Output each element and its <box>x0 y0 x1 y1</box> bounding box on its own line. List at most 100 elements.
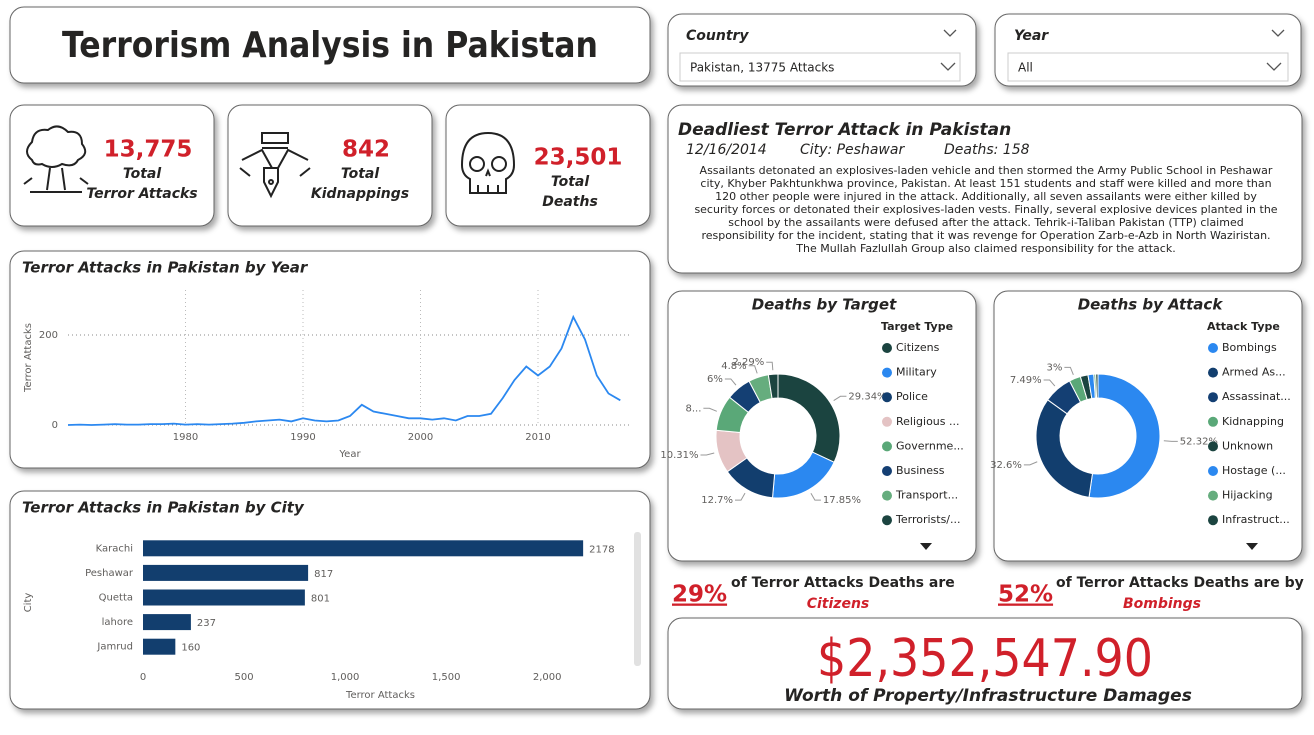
value-label: 7.49% <box>1010 375 1042 386</box>
value-label: 817 <box>314 569 333 580</box>
legend-marker <box>882 367 892 378</box>
legend-marker <box>1208 343 1218 353</box>
leader-line <box>1064 366 1074 375</box>
kpi-label: Deaths <box>542 194 598 210</box>
legend-label: Military <box>896 366 937 379</box>
x-axis-label: Terror Attacks <box>345 690 415 701</box>
highlight-pct: 52% <box>998 582 1053 608</box>
title-panel <box>9 6 651 84</box>
value-label: 2.29% <box>732 357 764 368</box>
legend-marker <box>882 515 892 526</box>
kpi-label: Total <box>341 166 380 182</box>
value-label: 17.85% <box>823 495 861 506</box>
legend-label: Bombings <box>1222 341 1277 354</box>
slice <box>1095 373 1099 399</box>
highlight-target: Bombings <box>1123 596 1201 612</box>
value-label: 2178 <box>589 544 614 555</box>
legend-marker <box>882 441 892 452</box>
legend-marker <box>1208 441 1218 452</box>
legend-label: Unknown <box>1222 439 1273 452</box>
chart-title: Deaths by Attack <box>1078 296 1224 314</box>
damage-panel <box>667 617 1303 710</box>
chart-title: Terror Attacks in Pakistan by City <box>22 499 305 517</box>
highlight-text: of Terror Attacks Deaths are by <box>1056 575 1304 591</box>
leader-line <box>833 395 847 401</box>
kpi-label: Total <box>123 166 162 182</box>
value-label: 52.32% <box>1180 436 1218 447</box>
slicer-label: Year <box>1014 28 1049 44</box>
legend-marker <box>1208 416 1218 427</box>
legend-marker <box>882 490 892 501</box>
legend-marker <box>1208 466 1218 476</box>
legend-marker <box>882 392 892 403</box>
kpi-label: Total <box>551 174 590 190</box>
value-label: 8... <box>685 403 701 414</box>
bar <box>143 540 584 557</box>
bar <box>143 589 305 606</box>
legend-label: Infrastruct... <box>1222 513 1290 526</box>
country-dropdown[interactable] <box>679 52 961 82</box>
description: Assailants detonated an explosives-laden… <box>694 164 1278 255</box>
dashboard-title: Terrorism Analysis in Pakistan <box>62 25 598 66</box>
value-label: 801 <box>311 594 330 605</box>
legend-marker <box>882 343 892 353</box>
value-label: 160 <box>181 643 200 654</box>
chevrons <box>940 29 1285 71</box>
kpi-label: Terror Attacks <box>86 186 197 202</box>
legend-label: Hostage (... <box>1222 464 1286 477</box>
explosion-icon <box>23 125 89 193</box>
legend-label: Transport... <box>895 489 958 502</box>
skull-icon <box>460 131 516 194</box>
legend-marker <box>1208 392 1218 403</box>
leader-line <box>1163 440 1178 442</box>
legend-title: Attack Type <box>1207 320 1280 333</box>
kpi-card <box>445 104 651 227</box>
leader-line <box>1043 379 1056 387</box>
legend-label: Business <box>896 464 945 477</box>
highlight-text: of Terror Attacks Deaths are <box>731 575 955 591</box>
x-tick-label: 2,000 <box>533 672 562 683</box>
legend-marker <box>1208 367 1218 378</box>
legend-marker <box>1208 490 1218 501</box>
slicer-label: Country <box>686 28 749 44</box>
leader-line <box>810 492 821 501</box>
bar <box>143 564 309 581</box>
kpi-value: 23,501 <box>534 145 623 171</box>
value-label: 29.34% <box>848 391 886 402</box>
kpi-card <box>9 104 215 227</box>
y-axis-label: Terror Attacks <box>23 323 34 393</box>
x-tick-label: 2010 <box>525 432 550 443</box>
y-tick-label: 200 <box>39 330 58 341</box>
deadliest-date: 12/16/2014 <box>686 142 767 158</box>
value-label: 4.8% <box>721 361 746 372</box>
x-axis-label: Year <box>338 449 361 460</box>
value-label: 237 <box>197 618 216 629</box>
legend-marker <box>882 466 892 476</box>
x-tick-label: 1980 <box>173 432 198 443</box>
line <box>67 314 621 426</box>
slice <box>1088 373 1161 499</box>
value-label: 3% <box>1046 362 1062 373</box>
legend-label: Armed As... <box>1222 366 1286 379</box>
scrollbar[interactable] <box>634 532 641 666</box>
slicer-value: Pakistan, 13775 Attacks <box>690 61 834 75</box>
legend-label: Kidnapping <box>1222 415 1284 428</box>
legend-label: Police <box>896 390 928 403</box>
deadliest-title: Deadliest Terror Attack in Pakistan <box>678 120 1011 140</box>
bar <box>143 614 191 631</box>
year-dropdown[interactable] <box>1007 52 1289 82</box>
bar <box>143 638 176 655</box>
leader-line <box>700 452 715 456</box>
leader-line <box>748 365 758 374</box>
y-tick-label: Jamrud <box>96 642 133 653</box>
chart-title: Terror Attacks in Pakistan by Year <box>22 259 309 277</box>
leader-line <box>1023 461 1038 466</box>
deadliest-panel <box>667 104 1303 274</box>
x-tick-label: 2000 <box>408 432 433 443</box>
y-tick-label: lahore <box>102 617 133 628</box>
x-tick-label: 0 <box>140 672 146 683</box>
kidnapping-icon <box>239 132 311 199</box>
value-label: 32.6% <box>990 460 1022 471</box>
value-label: 12.7% <box>701 495 733 506</box>
